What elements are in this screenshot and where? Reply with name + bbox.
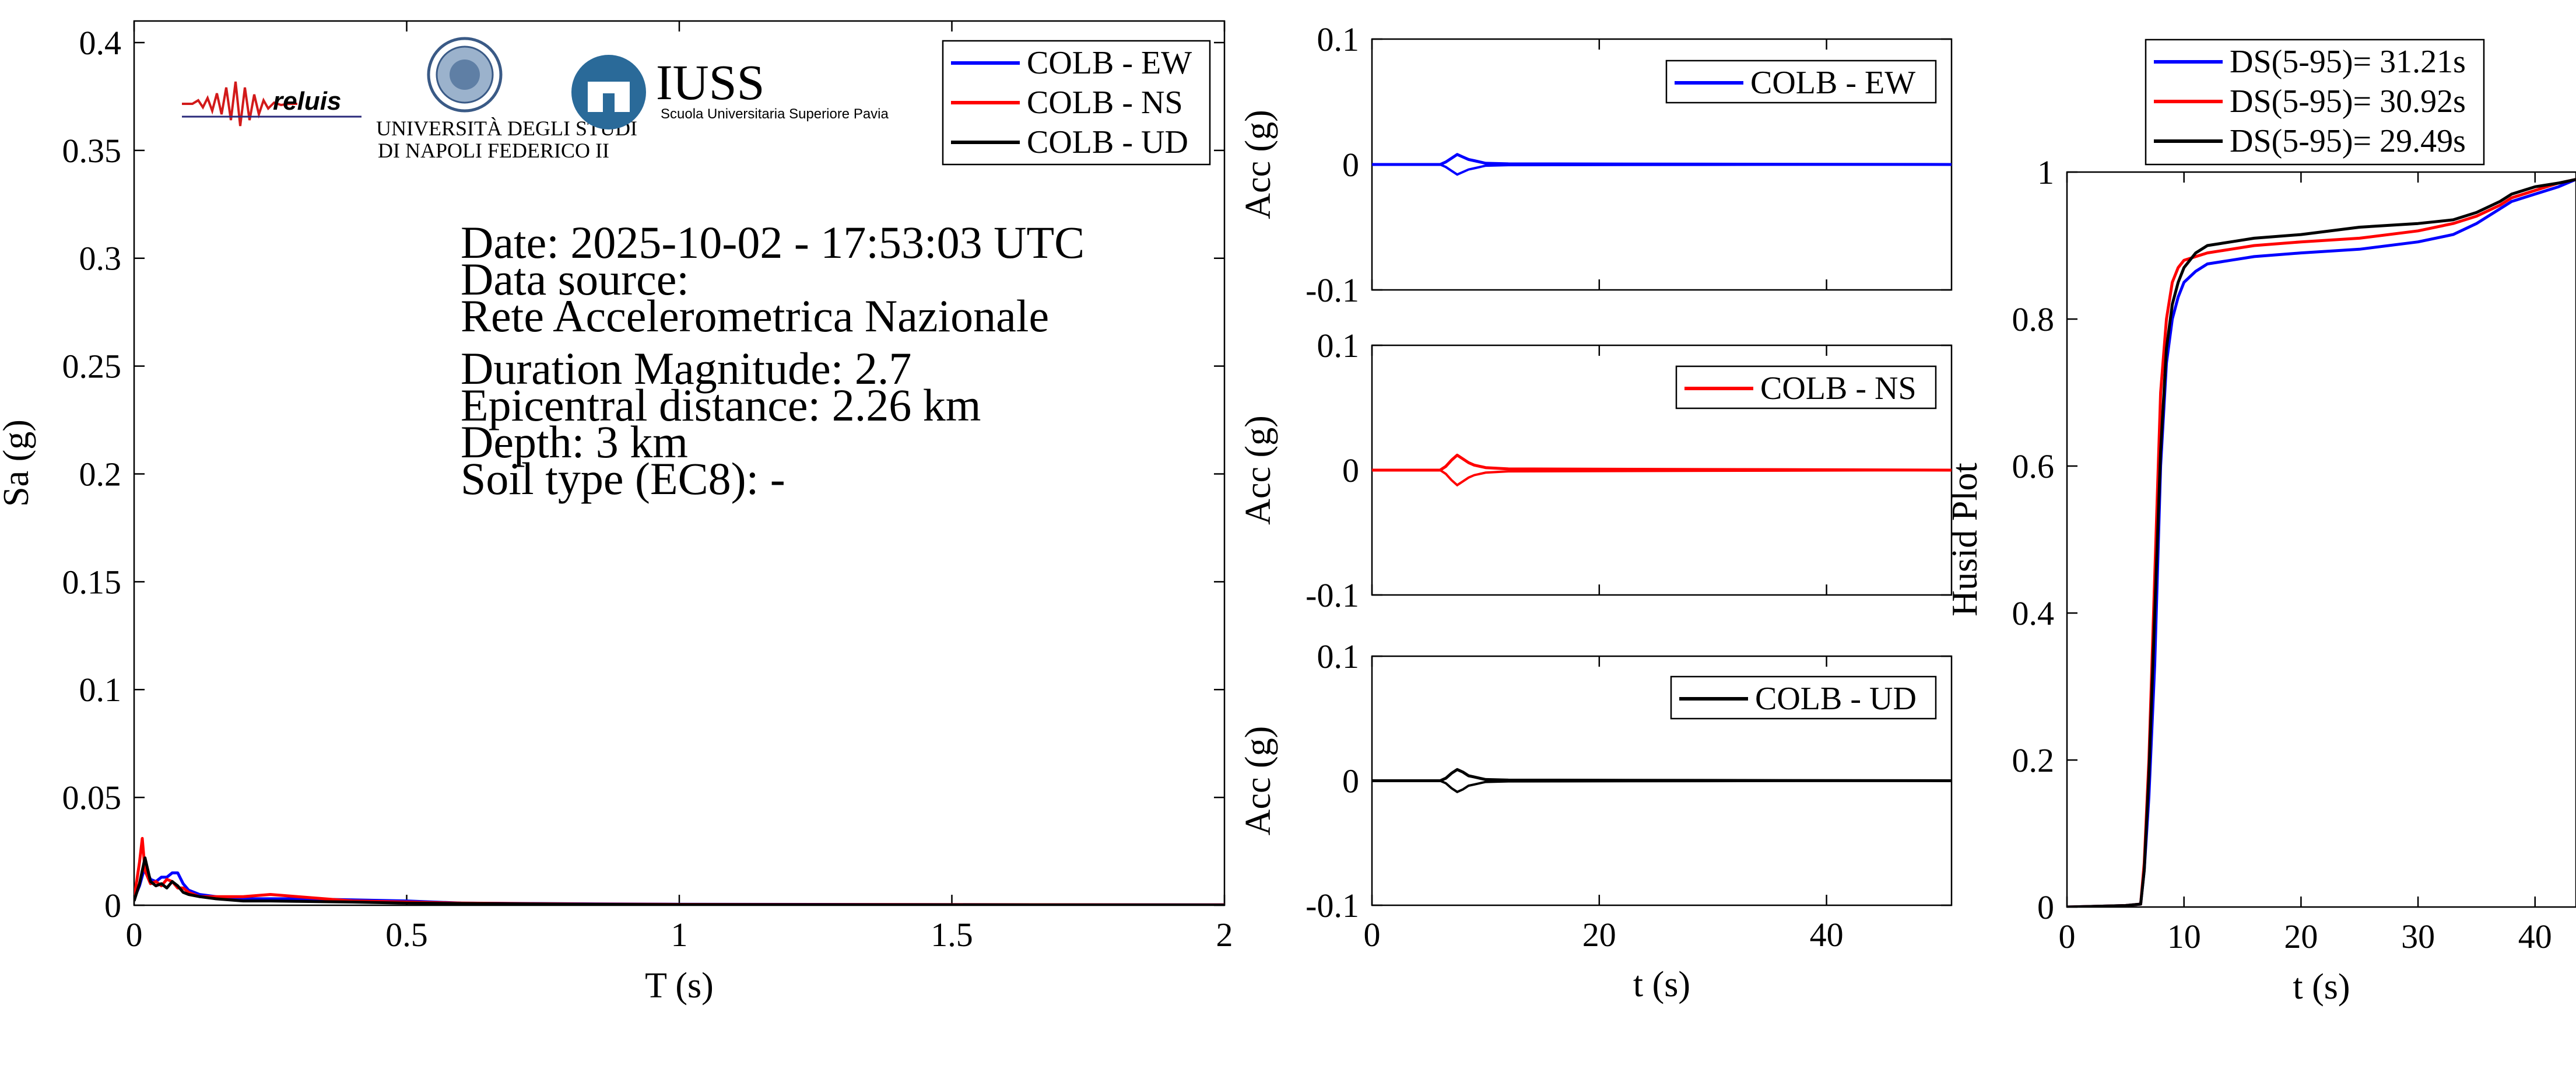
series-line bbox=[2067, 178, 2576, 907]
reluis-logo-text: reluis bbox=[273, 87, 341, 115]
chart-acc-ew: -0.1 0 0.1 Acc (g) COLB - EW bbox=[1238, 20, 1953, 309]
y-tick-label: 0.1 bbox=[1317, 327, 1360, 365]
y-axis-label: Acc (g) bbox=[1238, 110, 1278, 219]
unina-logo-line2: DI NAPOLI FEDERICO II bbox=[378, 139, 609, 162]
chart-spectrum: 0 0.5 1 1.5 2 0 0.05 0.1 0.15 0.2 0.25 0.3 0.35 0.4 Sa… bbox=[0, 20, 1233, 1006]
series-line-envelope bbox=[1372, 469, 1952, 487]
y-tick-label: 0.1 bbox=[79, 671, 122, 709]
legend-label: COLB - NS bbox=[1027, 85, 1183, 121]
y-tick-label: 0.2 bbox=[2012, 741, 2055, 779]
info-soil: Soil type (EC8): - bbox=[461, 453, 785, 504]
info-distance: Epicentral distance: 2.26 km bbox=[461, 380, 981, 430]
plot-area bbox=[2066, 171, 2576, 908]
y-tick-label: 0.1 bbox=[1317, 20, 1360, 58]
iuss-logo-text: IUSS bbox=[656, 54, 764, 110]
event-info: Date: 2025-10-02 - 17:53:03 UTC Data sou… bbox=[461, 217, 1085, 504]
y-tick-label: 0.4 bbox=[2012, 594, 2055, 632]
y-tick-label: 0.15 bbox=[62, 563, 122, 601]
x-tick-label: 40 bbox=[2518, 918, 2552, 955]
legend: COLB - UD bbox=[1670, 675, 1937, 720]
series-line bbox=[1372, 453, 1952, 472]
y-tick-label: 0.8 bbox=[2012, 300, 2055, 338]
x-tick-label: 2 bbox=[1216, 916, 1233, 954]
info-source-label: Data source: bbox=[461, 254, 689, 304]
legend: COLB - EW bbox=[1665, 59, 1937, 104]
x-axis-label: t (s) bbox=[1633, 965, 1690, 1004]
y-tick-label: 0.1 bbox=[1317, 638, 1360, 675]
series-line bbox=[1372, 768, 1952, 782]
y-tick-label: -0.1 bbox=[1305, 271, 1359, 309]
info-source-name: Rete Accelerometrica Nazionale bbox=[461, 290, 1049, 341]
x-tick-label: 20 bbox=[2284, 918, 2318, 955]
info-magnitude: Duration Magnitude: 2.7 bbox=[461, 343, 911, 394]
unina-logo: UNIVERSITÀ DEGLI STUDI DI NAPOLI FEDERIC… bbox=[376, 37, 637, 162]
x-axis-label: T (s) bbox=[645, 966, 714, 1006]
reluis-logo: reluis bbox=[182, 81, 362, 127]
y-axis-label: Acc (g) bbox=[1238, 726, 1278, 836]
reluis-logo-waveform bbox=[182, 81, 297, 127]
y-axis-label: Acc (g) bbox=[1238, 415, 1278, 525]
x-tick-label: 20 bbox=[1582, 916, 1616, 954]
legend-label: COLB - EW bbox=[1027, 45, 1192, 81]
series-line bbox=[134, 856, 1224, 905]
info-date: Date: 2025-10-02 - 17:53:03 UTC bbox=[461, 217, 1085, 268]
unina-seal-core bbox=[450, 59, 480, 90]
chart-husid: 0 10 20 30 40 0 0.2 0.4 0.6 0.8 1 Husid Plot t (s) DS… bbox=[1945, 38, 2576, 1007]
legend-label: DS(5-95)= 30.92s bbox=[2230, 83, 2466, 120]
y-tick-label: 0 bbox=[1342, 146, 1359, 184]
x-tick-label: 0.5 bbox=[385, 916, 428, 954]
x-tick-label: 0 bbox=[126, 916, 143, 954]
y-tick-label: 0.35 bbox=[62, 132, 122, 170]
y-axis-label: Husid Plot bbox=[1945, 463, 1985, 617]
y-tick-label: 0.4 bbox=[79, 24, 122, 62]
y-tick-label: 0.2 bbox=[79, 455, 122, 493]
x-tick-label: 0 bbox=[2059, 918, 2076, 955]
y-tick-label: 0.25 bbox=[62, 348, 122, 386]
x-tick-label: 0 bbox=[1364, 916, 1381, 954]
x-tick-label: 30 bbox=[2401, 918, 2435, 955]
legend-label: COLB - UD bbox=[1755, 681, 1917, 717]
y-tick-label: 0.3 bbox=[79, 240, 122, 278]
series-line-envelope bbox=[1372, 779, 1952, 793]
y-tick-label: 0.05 bbox=[62, 779, 122, 817]
legend-label: DS(5-95)= 31.21s bbox=[2230, 44, 2466, 80]
y-tick-label: 1 bbox=[2037, 153, 2054, 191]
y-tick-label: 0 bbox=[1342, 762, 1359, 800]
legend-label: COLB - EW bbox=[1750, 65, 1915, 101]
legend-label: COLB - UD bbox=[1027, 124, 1188, 160]
iuss-logo-subtitle: Scuola Universitaria Superiore Pavia bbox=[661, 106, 889, 122]
chart-acc-ns: -0.1 0 0.1 Acc (g) COLB - NS bbox=[1238, 327, 1953, 614]
y-tick-label: -0.1 bbox=[1305, 576, 1359, 614]
x-tick-label: 1 bbox=[671, 916, 688, 954]
legend: COLB - NS bbox=[1675, 365, 1937, 409]
series-line bbox=[1372, 153, 1952, 166]
iuss-emblem-door bbox=[603, 93, 615, 112]
x-tick-label: 10 bbox=[2167, 918, 2201, 955]
series-line-envelope bbox=[1372, 163, 1952, 176]
y-tick-label: 0 bbox=[1342, 451, 1359, 489]
y-tick-label: -0.1 bbox=[1305, 887, 1359, 925]
x-tick-label: 1.5 bbox=[931, 916, 973, 954]
y-tick-label: 0 bbox=[2037, 888, 2054, 926]
legend-label: COLB - NS bbox=[1760, 370, 1917, 407]
legend-label: DS(5-95)= 29.49s bbox=[2230, 123, 2466, 159]
plot-area bbox=[133, 20, 1226, 906]
iuss-logo: IUSS Scuola Universitaria Superiore Pavi… bbox=[571, 54, 889, 129]
y-tick-label: 0 bbox=[104, 887, 121, 925]
x-axis-label: t (s) bbox=[2293, 967, 2350, 1007]
y-tick-label: 0.6 bbox=[2012, 447, 2055, 485]
y-axis-label: Sa (g) bbox=[0, 419, 36, 507]
info-depth: Depth: 3 km bbox=[461, 416, 688, 467]
x-tick-label: 40 bbox=[1810, 916, 1844, 954]
